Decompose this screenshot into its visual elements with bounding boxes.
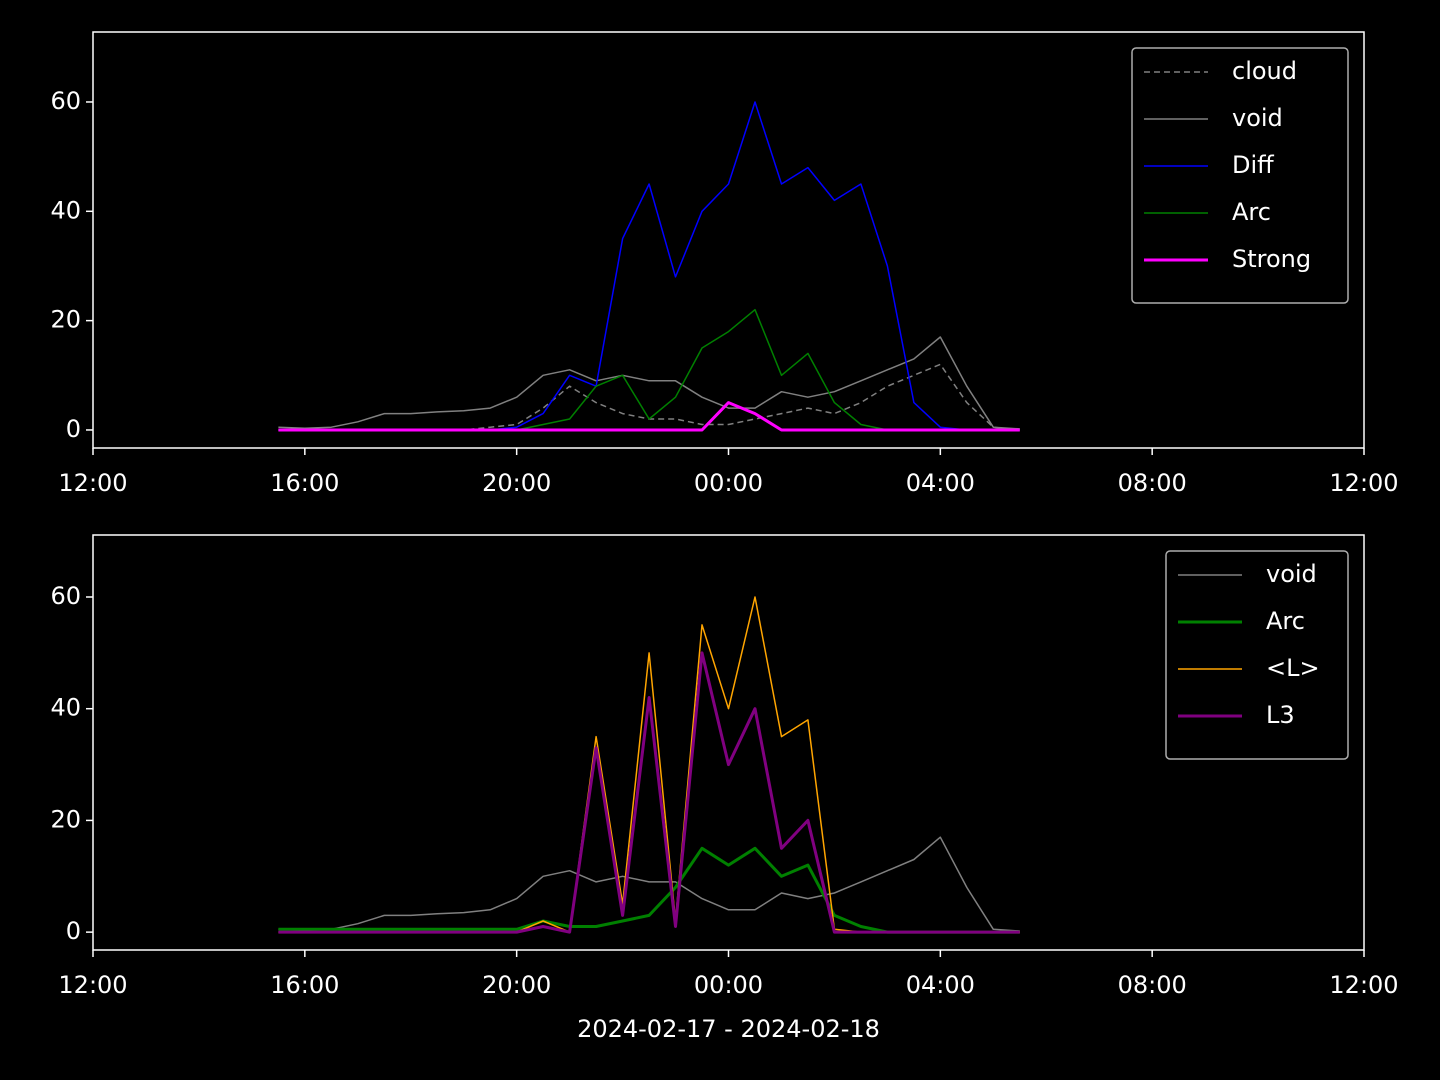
x-tick-label: 12:00 [58, 971, 127, 999]
legend-label: L3 [1266, 701, 1295, 729]
x-tick-label: 04:00 [906, 469, 975, 497]
x-tick-label: 00:00 [694, 971, 763, 999]
series-line [278, 836, 1020, 932]
x-tick-label: 20:00 [482, 971, 551, 999]
axes-frame [92, 534, 1365, 951]
y-tick-label: 20 [50, 805, 81, 833]
legend-label: <L> [1266, 654, 1320, 682]
legend-box [1165, 550, 1349, 760]
y-tick-label: 60 [50, 87, 81, 115]
x-tick-label: 08:00 [1118, 469, 1187, 497]
x-tick-label: 04:00 [906, 971, 975, 999]
x-tick-label: 16:00 [270, 469, 339, 497]
legend-label: Arc [1232, 198, 1271, 226]
x-tick-label: 12:00 [1329, 469, 1398, 497]
series-line [278, 651, 1020, 934]
x-tick-label: 12:00 [1329, 971, 1398, 999]
x-tick-label: 20:00 [482, 469, 551, 497]
x-tick-label: 16:00 [270, 971, 339, 999]
axes-frame [92, 31, 1365, 449]
x-tick-label: 08:00 [1118, 971, 1187, 999]
legend-label: cloud [1232, 57, 1297, 85]
y-tick-label: 0 [66, 415, 81, 443]
series-line [278, 401, 1020, 432]
y-tick-label: 40 [50, 694, 81, 722]
y-tick-label: 20 [50, 306, 81, 334]
y-tick-label: 40 [50, 196, 81, 224]
legend-label: Diff [1232, 151, 1274, 179]
legend-label: Arc [1266, 607, 1305, 635]
legend-label: void [1266, 560, 1317, 588]
series-line [278, 846, 1020, 934]
legend-label: Strong [1232, 245, 1311, 273]
x-tick-label: 00:00 [694, 469, 763, 497]
series-line [278, 336, 1020, 430]
series-line [278, 308, 1020, 431]
x-tick-label: 12:00 [58, 469, 127, 497]
legend-label: void [1232, 104, 1283, 132]
legend-box [1131, 47, 1349, 304]
y-tick-label: 0 [66, 917, 81, 945]
x-axis-label: 2024-02-17 - 2024-02-18 [577, 1015, 880, 1043]
y-tick-label: 60 [50, 582, 81, 610]
